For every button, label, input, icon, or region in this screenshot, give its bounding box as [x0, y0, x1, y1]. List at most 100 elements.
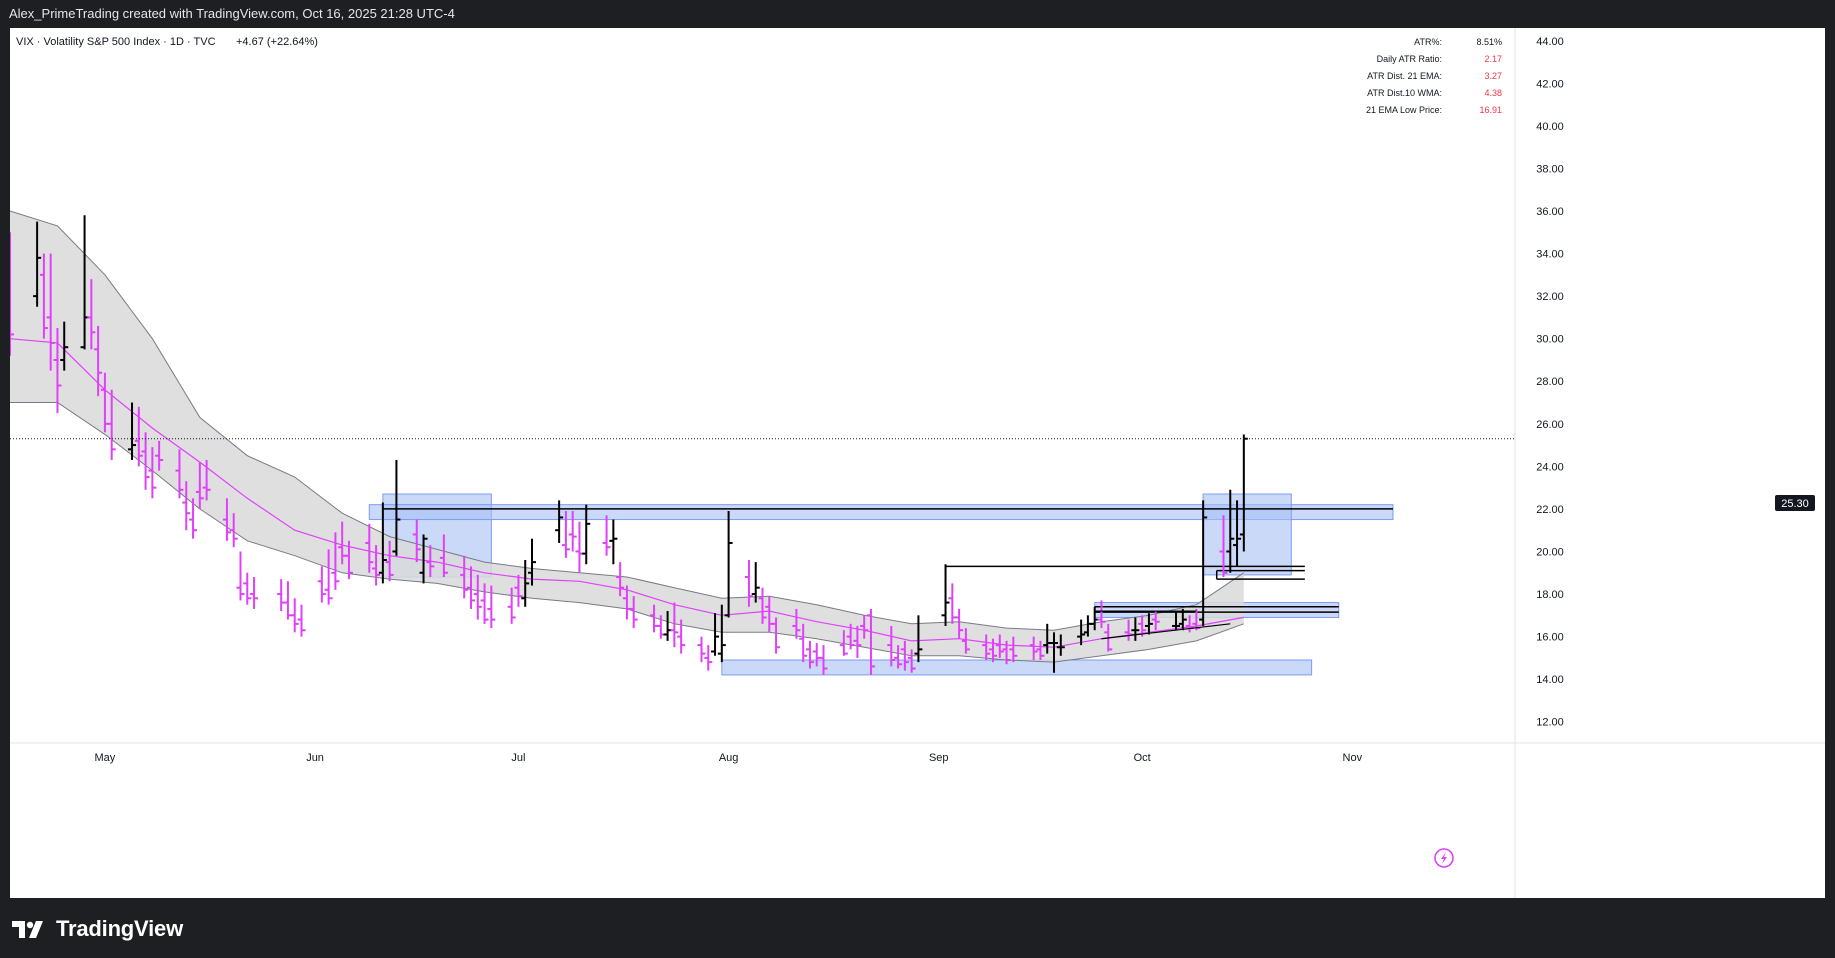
- ohlc-bar: [277, 579, 286, 612]
- ohlc-bar: [365, 523, 374, 573]
- stat-value: 2.17: [1484, 54, 1502, 64]
- ohlc-bar: [1056, 634, 1065, 656]
- ohlc-bar: [894, 645, 903, 669]
- ohlc-bar: [331, 532, 340, 590]
- ohlc-bar: [568, 511, 577, 552]
- x-tick-label: Jul: [511, 752, 525, 764]
- ohlc-bar: [426, 545, 435, 578]
- ohlc-bar: [941, 564, 950, 626]
- trend-line: [1101, 623, 1231, 640]
- ohlc-bar: [866, 608, 875, 675]
- ohlc-bar: [372, 545, 381, 586]
- y-tick-label: 22.00: [1536, 504, 1564, 516]
- ohlc-bar: [1097, 600, 1106, 629]
- y-tick-label: 18.00: [1536, 589, 1564, 601]
- ohlc-bar: [853, 625, 862, 658]
- ohlc-bar: [900, 640, 909, 671]
- legend-change: +4.67 (+22.64%): [236, 36, 318, 48]
- ohlc-bar: [175, 449, 184, 499]
- ohlc-bar: [195, 462, 204, 509]
- ohlc-bar: [412, 519, 421, 563]
- ohlc-bar: [629, 596, 638, 629]
- y-tick-label: 44.00: [1536, 36, 1564, 48]
- ohlc-bar: [33, 221, 42, 307]
- ohlc-bar: [487, 585, 496, 629]
- ohlc-bar: [128, 402, 137, 460]
- price-chart[interactable]: 12.00 14.00 16.00 18.00 20.00 22.00 24.00 26.00…: [6, 28, 1825, 898]
- ohlc-bar: [1029, 636, 1038, 661]
- ohlc-bar: [39, 253, 48, 339]
- ohlc-bar: [1172, 611, 1181, 631]
- ohlc-bar: [385, 540, 394, 582]
- ohlc-bar: [839, 630, 848, 656]
- ohlc-bar: [473, 574, 482, 620]
- ohlc-bar: [555, 500, 564, 543]
- y-tick-label: 36.00: [1536, 206, 1564, 218]
- ohlc-bar: [1077, 619, 1086, 646]
- ohlc-bar: [758, 587, 767, 624]
- ohlc-bar: [189, 498, 198, 539]
- x-tick-label: Sep: [929, 752, 949, 764]
- ohlc-bar: [1124, 619, 1133, 641]
- ohlc-bar: [290, 598, 299, 633]
- x-tick-label: Nov: [1343, 752, 1363, 764]
- ohlc-bar: [134, 406, 143, 467]
- ohlc-bar: [283, 581, 292, 620]
- ohlc-bar: [961, 628, 970, 654]
- stat-label: ATR Dist.10 WMA:: [1367, 88, 1442, 98]
- ohlc-bar: [514, 574, 523, 607]
- y-tick-label: 28.00: [1536, 376, 1564, 388]
- attribution-text: Alex_PrimeTrading created with TradingVi…: [9, 6, 455, 21]
- ohlc-bar: [711, 613, 720, 656]
- ohlc-bar: [507, 587, 516, 624]
- tradingview-logo-icon: [12, 921, 43, 938]
- tradingview-logo[interactable]: TradingView: [12, 916, 183, 942]
- ohlc-bar: [141, 432, 150, 490]
- ohlc-bar: [1219, 515, 1228, 578]
- ohlc-bar: [988, 638, 997, 663]
- ohlc-bar: [751, 562, 760, 603]
- price-label-box: [1775, 495, 1815, 511]
- ohlc-bar: [846, 623, 855, 650]
- brand-name: TradingView: [56, 916, 183, 941]
- ohlc-bar: [344, 540, 353, 580]
- y-tick-label: 14.00: [1536, 674, 1564, 686]
- ohlc-bar: [697, 636, 706, 663]
- ohlc-bar: [602, 515, 611, 556]
- ohlc-bar: [46, 253, 55, 371]
- ohlc-bar: [907, 649, 916, 673]
- ohlc-bar: [222, 498, 231, 541]
- ohlc-bar: [1233, 500, 1242, 567]
- ohlc-bar: [155, 440, 164, 471]
- levels: [382, 508, 1393, 616]
- y-tick-label: 20.00: [1536, 546, 1564, 558]
- ohlc-bar: [914, 615, 923, 663]
- ohlc-bar: [1002, 640, 1011, 665]
- x-tick-label: Jun: [306, 752, 324, 764]
- ohlc-bar: [243, 572, 252, 605]
- y-tick-label: 34.00: [1536, 249, 1564, 261]
- y-tick-label: 26.00: [1536, 419, 1564, 431]
- chart-frame[interactable]: 12.00 14.00 16.00 18.00 20.00 22.00 24.00 26.00…: [6, 28, 1825, 898]
- ohlc-bar: [94, 325, 103, 397]
- ohlc-bar: [107, 389, 116, 460]
- ohlc-bar: [1239, 434, 1248, 552]
- y-tick-label: 32.00: [1536, 291, 1564, 303]
- ohlc-bar: [297, 604, 306, 637]
- ohlc-bar: [609, 519, 618, 565]
- stat-label: 21 EMA Low Price:: [1366, 105, 1442, 115]
- flash-icon[interactable]: [1434, 848, 1454, 868]
- price-label: 25.30: [1775, 495, 1815, 511]
- stat-label: Daily ATR Ratio:: [1377, 54, 1442, 64]
- stat-value: 3.27: [1484, 71, 1502, 81]
- ohlc-bar: [324, 549, 333, 605]
- y-tick-label: 24.00: [1536, 461, 1564, 473]
- stat-value: 4.38: [1484, 88, 1502, 98]
- ohlc-bar: [819, 645, 828, 675]
- ohlc-bar: [561, 511, 570, 558]
- ohlc-bar: [236, 551, 245, 601]
- x-tick-label: Aug: [719, 752, 739, 764]
- ohlc-bar: [1050, 632, 1059, 673]
- overlay: [10, 438, 1515, 640]
- ohlc-bar: [717, 604, 726, 663]
